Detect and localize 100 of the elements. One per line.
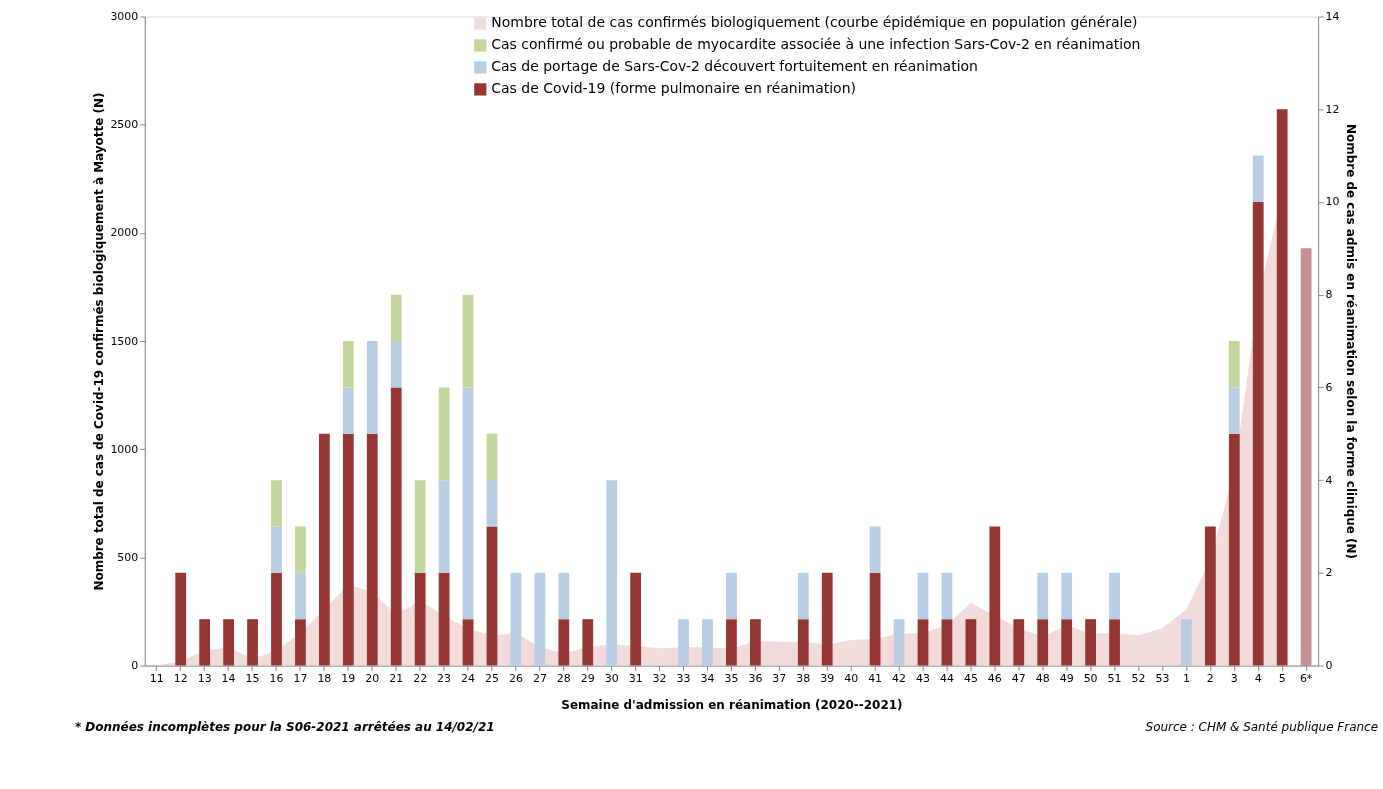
bar [726,572,737,620]
legend-label: Cas confirmé ou probable de myocardite associée à une infection Sars-Cov-2 en réanimation [491,36,1141,53]
y-tick-label: 500 [117,550,139,564]
bar [199,619,211,666]
x-tick-label: 30 [604,672,619,686]
bar [390,294,402,342]
bar [965,619,977,666]
x-tick-label: 51 [1107,672,1122,686]
bar [295,526,306,573]
x-tick-label: 45 [963,672,978,686]
x-tick-label: 1 [1182,672,1190,686]
bar [342,341,354,388]
bar [414,572,426,666]
x-tick-label: 42 [892,672,907,686]
source-note: Source : CHM & Santé publique France [1145,720,1379,735]
bar [414,480,426,573]
legend-label: Nombre total de cas confirmés biologiquement (courbe épidémique en population générale) [491,14,1138,31]
bar [271,480,282,527]
x-tick-label: 29 [580,672,595,686]
x-tick-label: 20 [365,672,380,686]
x-tick-label: 46 [987,672,1002,686]
x-tick-label: 2 [1206,672,1214,686]
bar [1109,619,1120,666]
x-tick-label: 50 [1083,672,1098,686]
bar [1228,433,1240,666]
y2-tick-label: 4 [1325,473,1333,487]
bar [726,619,737,666]
bar [1085,619,1096,666]
x-tick-label: 26 [508,672,523,686]
bar [295,619,306,666]
bar [821,572,833,666]
x-tick-label: 36 [748,672,763,686]
bar [462,387,474,620]
x-tick-label: 38 [796,672,811,686]
bar [223,619,234,666]
x-tick-label: 31 [628,672,643,686]
x-tick-label: 25 [485,672,499,686]
x-tick-label: 15 [245,672,260,686]
y2-tick-label: 6 [1325,380,1333,394]
bar [797,572,809,620]
y-tick-label: 1500 [110,334,139,348]
x-tick-label: 16 [269,672,284,686]
x-tick-label: 22 [413,672,428,686]
bar [1037,619,1049,666]
x-tick-label: 33 [676,672,691,686]
bar [438,480,450,573]
bar [510,572,522,666]
x-tick-label: 48 [1035,672,1050,686]
x-tick-label: 14 [221,672,236,686]
x-tick-label: 5 [1278,672,1286,686]
y2-tick-label: 10 [1325,195,1340,209]
y-tick-label: 2000 [110,226,139,240]
bar [318,433,330,666]
bar [917,572,929,620]
bar [271,526,282,573]
bar [893,619,905,666]
bar [342,433,354,666]
x-tick-label: 24 [461,672,476,686]
x-tick-label: 44 [939,672,954,686]
y-tick-label: 3000 [110,10,139,24]
bar [702,619,713,666]
bar [1252,201,1264,666]
x-tick-label: 35 [724,672,739,686]
bar [869,526,881,573]
y2-tick-label: 8 [1325,288,1333,302]
bar [1228,341,1240,388]
bar [462,294,474,388]
bar [1061,619,1073,666]
bar [1204,526,1216,666]
bar [989,526,1001,666]
bar [1013,619,1025,666]
bar [534,572,546,666]
bar [295,572,306,620]
x-tick-label: 47 [1011,672,1026,686]
bar [390,341,402,388]
bar [438,572,450,666]
x-tick-label: 53 [1155,672,1170,686]
x-tick-label: 49 [1059,672,1074,686]
bar [941,619,953,666]
x-tick-label: 13 [197,672,212,686]
bar [1109,572,1120,620]
bar [342,387,354,434]
bar [1037,572,1049,620]
bar [247,619,258,666]
bar [1276,109,1288,666]
x-tick-label: 6* [1299,672,1313,686]
bar [486,526,498,666]
bar [606,480,618,666]
x-axis-title: Semaine d'admission en réanimation (2020--2021) [561,698,903,713]
bar [486,433,498,481]
y2-tick-label: 12 [1325,102,1340,116]
bar [797,619,809,666]
x-tick-label: 28 [556,672,571,686]
y2-tick-label: 14 [1325,10,1340,24]
bar [1061,572,1073,620]
x-tick-label: 3 [1230,672,1238,686]
bar [271,572,282,666]
y2-tick-label: 0 [1325,659,1333,673]
x-tick-label: 34 [700,672,715,686]
y2-tick-label: 2 [1325,566,1333,580]
